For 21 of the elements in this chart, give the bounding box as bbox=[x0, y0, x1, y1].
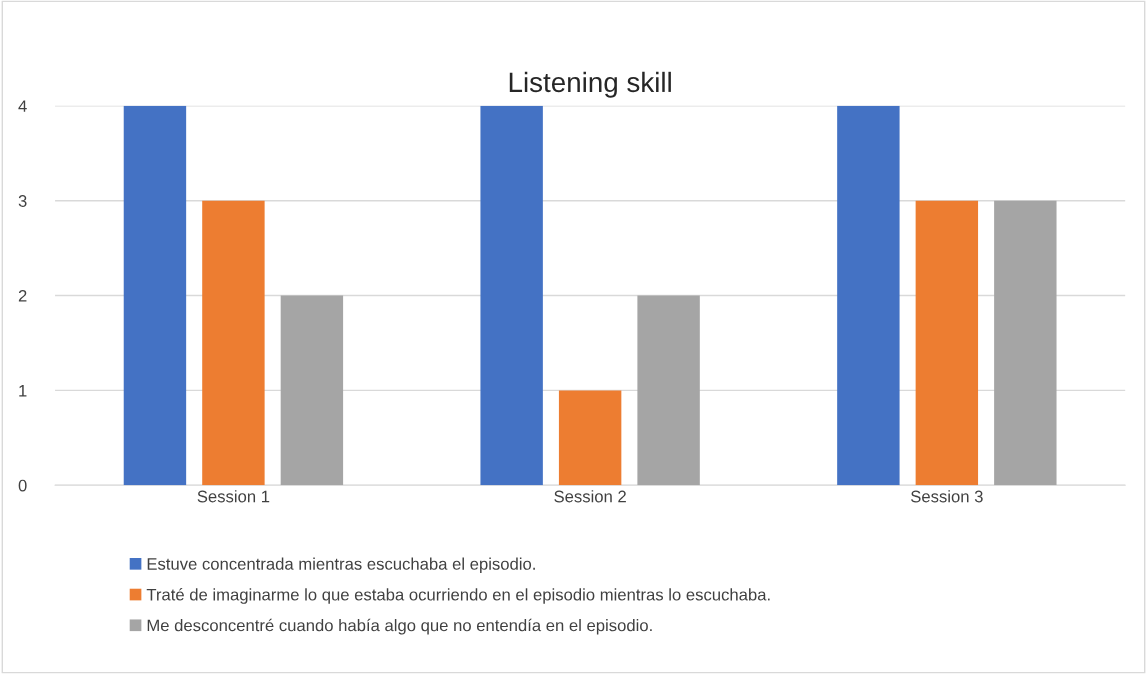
y-tick-label: 2 bbox=[18, 289, 27, 302]
y-tick-label: 4 bbox=[18, 100, 27, 112]
y-tick-label: 3 bbox=[18, 195, 27, 207]
bar bbox=[202, 200, 265, 486]
bar bbox=[915, 200, 979, 486]
chart-title: Listening skill bbox=[509, 71, 671, 98]
bar bbox=[280, 295, 344, 486]
y-tick-label: 1 bbox=[19, 384, 27, 397]
bar bbox=[480, 105, 543, 486]
y-tick-label: 0 bbox=[18, 479, 27, 492]
bar bbox=[123, 105, 187, 486]
bar bbox=[558, 390, 622, 486]
bar bbox=[637, 295, 700, 486]
x-tick-label: Session 3 bbox=[911, 490, 983, 503]
x-tick-label: Session 2 bbox=[554, 490, 626, 503]
legend-label: Me desconcentré cuando había algo que no entendía en el episodio. bbox=[147, 618, 652, 635]
x-tick-label: Session 1 bbox=[197, 490, 270, 503]
bar bbox=[994, 200, 1057, 486]
bar bbox=[837, 105, 900, 486]
legend-label: Traté de imaginarme lo que estaba ocurriendo en el episodio mientras lo escuchaba. bbox=[146, 588, 770, 604]
legend-label: Estuve concentrada mientras escuchaba el episodio. bbox=[147, 557, 535, 574]
